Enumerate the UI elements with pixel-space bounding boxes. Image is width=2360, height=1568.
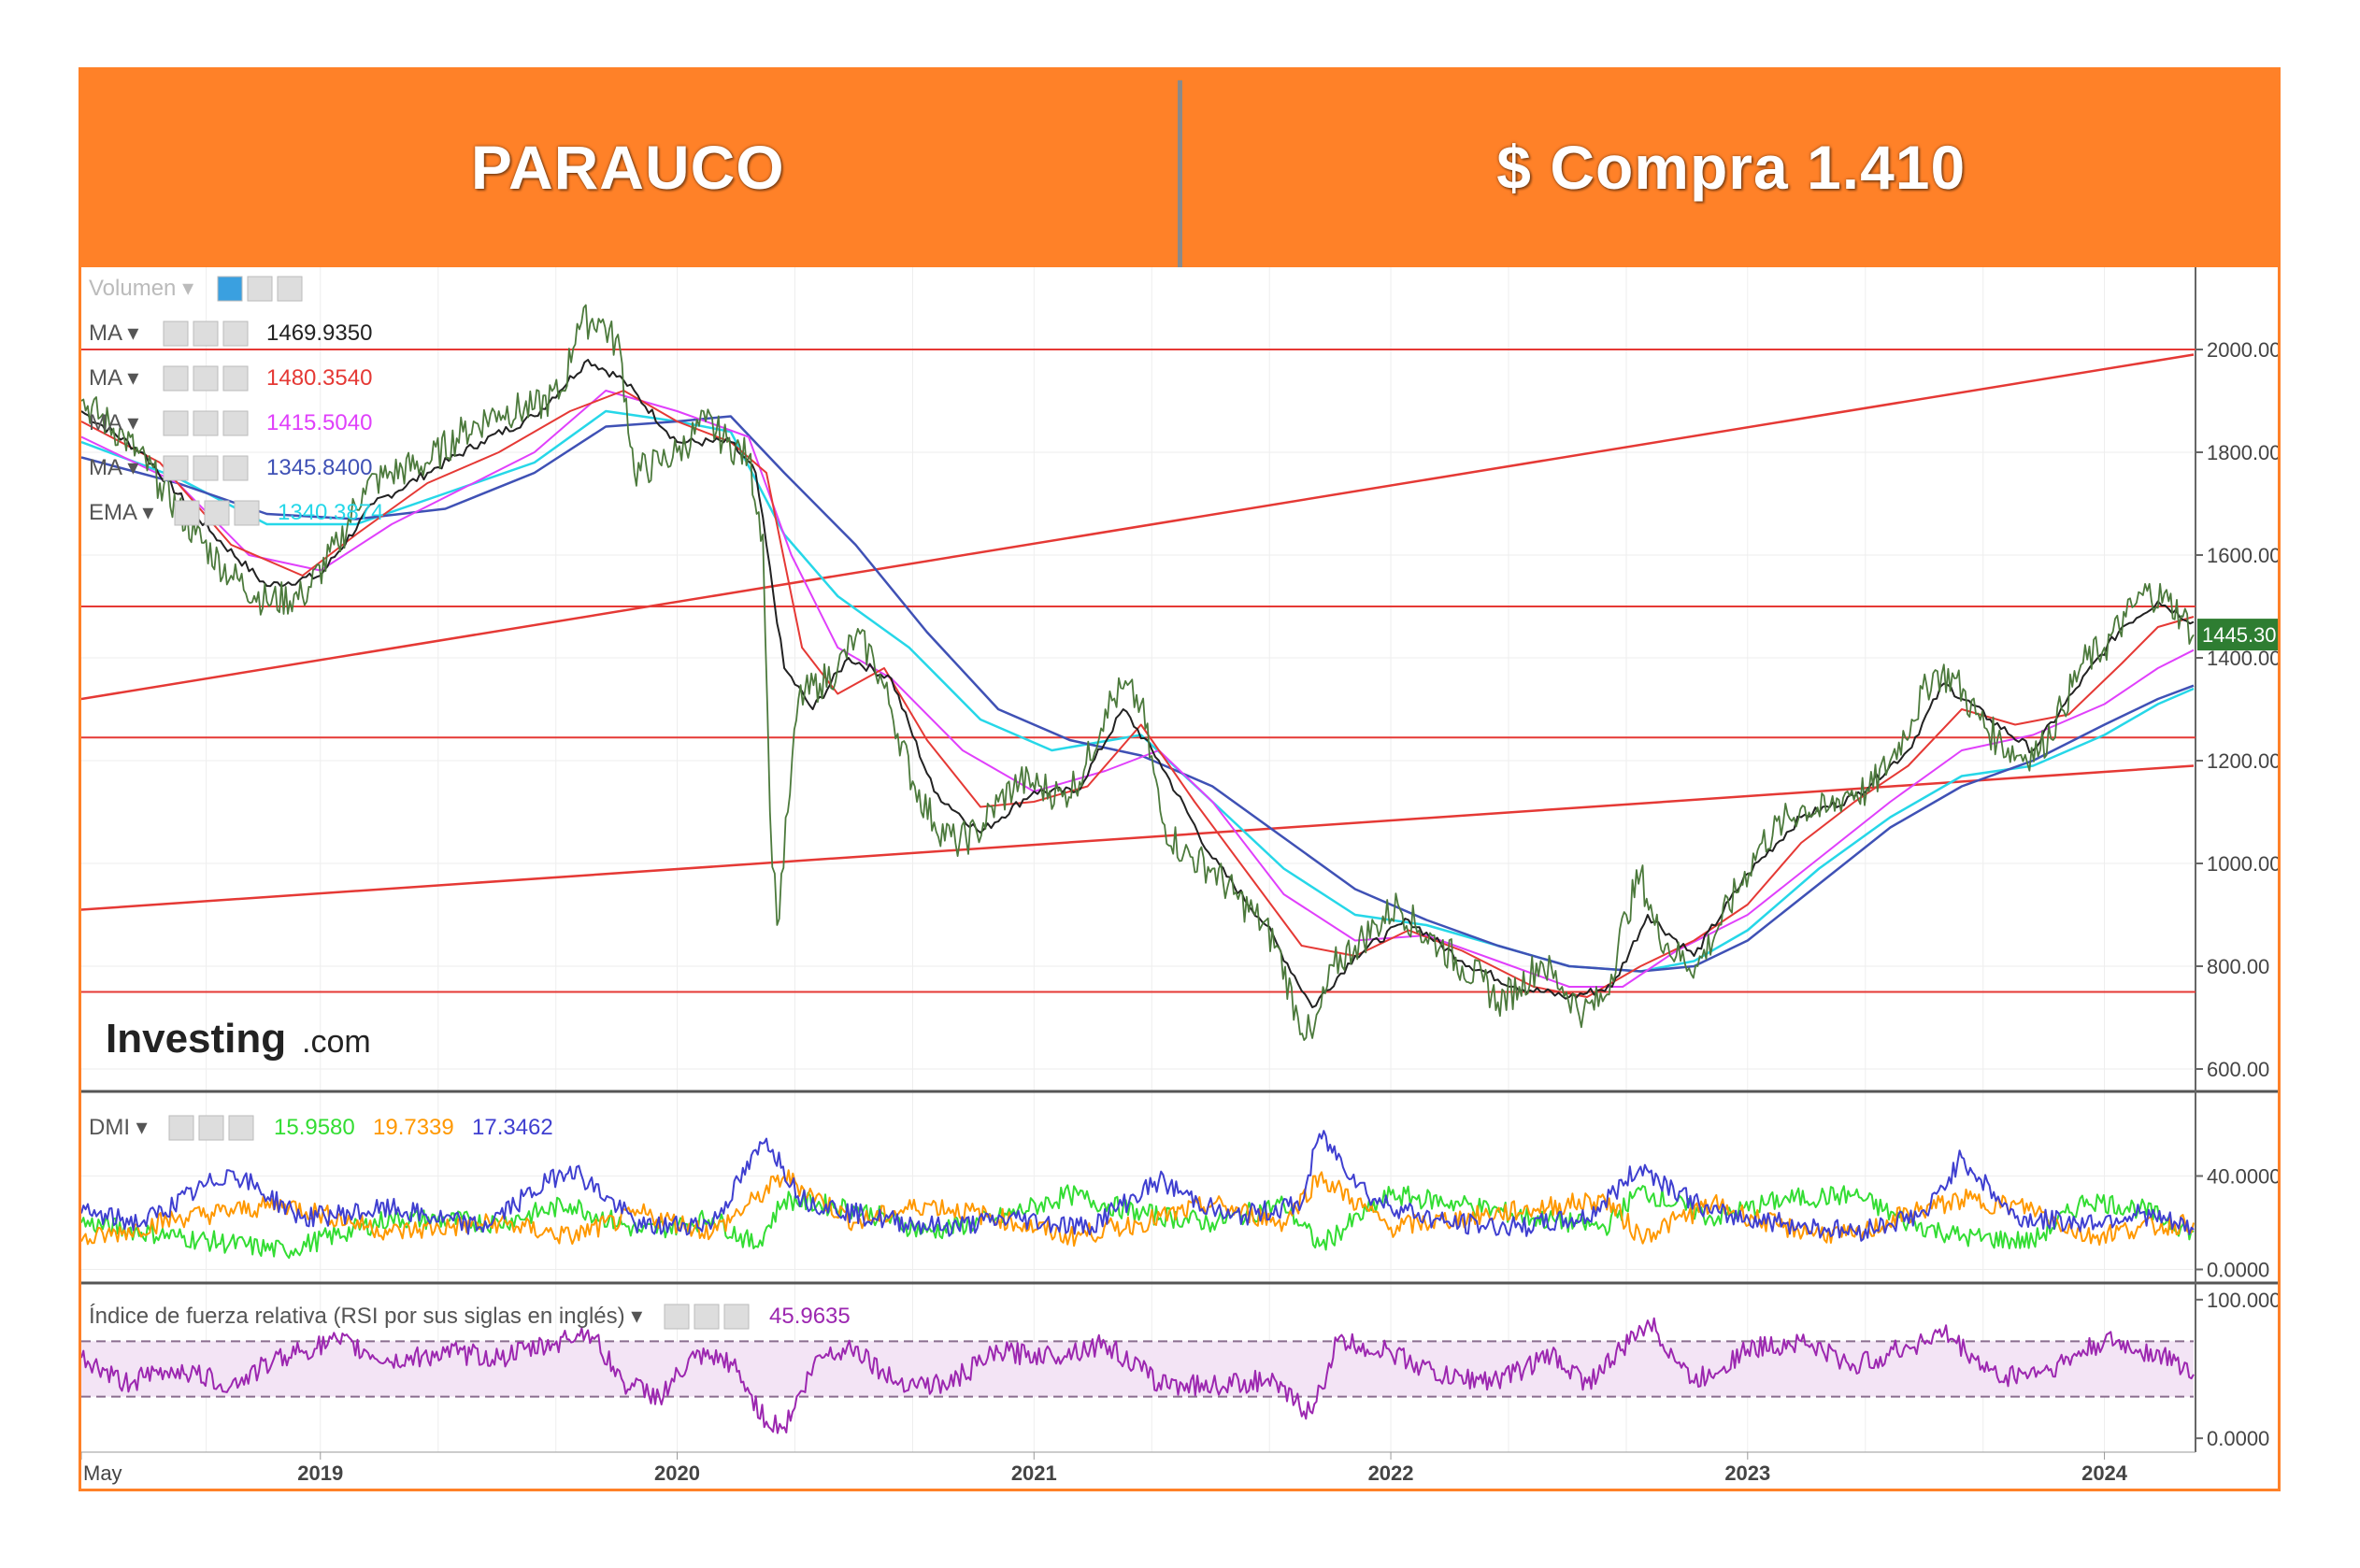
- legend-control-button: [723, 1304, 750, 1330]
- rsi-axis-tick-label: 100.0000: [2207, 1289, 2278, 1312]
- ma2-line: [80, 390, 2195, 998]
- price-axis-tick-label: 1200.00: [2207, 749, 2278, 773]
- x-axis-tick-label: 2024: [2081, 1461, 2128, 1485]
- legend-label: MA ▾: [89, 455, 138, 480]
- legend-control-button: [228, 1115, 254, 1141]
- ma4-line: [80, 415, 2195, 973]
- legend-control-button: [204, 500, 230, 526]
- legend-control-button: [664, 1304, 690, 1330]
- legend-control-button: [163, 321, 189, 347]
- last-price-tag: [2197, 619, 2278, 651]
- x-axis-tick-label: 2020: [654, 1461, 700, 1485]
- dmi-value-dmi_minus: 19.7339: [373, 1115, 454, 1140]
- dmi-value-adx: 17.3462: [472, 1115, 553, 1140]
- legend-control-button: [217, 276, 243, 302]
- price-line: [80, 304, 2195, 1041]
- price-axis-tick-label: 1800.00: [2207, 441, 2278, 464]
- buy-signal-label: $ Compra 1.410: [1496, 133, 1967, 202]
- legend-control-button: [193, 455, 219, 481]
- legend-value: 1469.9350: [266, 321, 372, 346]
- ticker-title: PARAUCO: [470, 133, 785, 202]
- price-axis-tick-label: 1400.00: [2207, 647, 2278, 670]
- legend-control-button: [168, 1115, 194, 1141]
- legend-value: 1480.3540: [266, 365, 372, 391]
- price-axis-tick-label: 2000.00: [2207, 338, 2278, 362]
- investing-logo-suffix: .com: [302, 1024, 371, 1060]
- legend-label: Volumen ▾: [89, 276, 193, 301]
- trend-line: [80, 764, 2195, 911]
- legend-label: MA ▾: [89, 321, 138, 346]
- rsi-axis-tick-label: 0.0000: [2207, 1427, 2269, 1450]
- legend-value: 1340.3874: [278, 500, 383, 525]
- rsi-band: [81, 1341, 2194, 1397]
- legend-control-button: [222, 321, 249, 347]
- dmi-axis-tick-label: 0.0000: [2207, 1259, 2269, 1282]
- chart-frame: 2000.00 1800.00 1600.00 1400.00 1200.00 1000.…: [79, 267, 2293, 1491]
- legend-control-button: [234, 500, 260, 526]
- legend-control-button: [193, 410, 219, 436]
- x-axis-tick-label: 2019: [297, 1461, 343, 1485]
- header-divider: [1177, 80, 1182, 267]
- legend-value: 1345.8400: [266, 455, 372, 480]
- legend-label: EMA ▾: [89, 500, 153, 525]
- price-axis-tick-label: 800.00: [2207, 955, 2269, 978]
- legend-control-button: [247, 276, 273, 302]
- legend-control-button: [222, 410, 249, 436]
- x-axis-tick-label: 2022: [1368, 1461, 1414, 1485]
- trend-line: [80, 353, 2195, 701]
- adx-line: [80, 1130, 2195, 1242]
- legend-control-button: [163, 455, 189, 481]
- investing-logo-text: Investing: [106, 1016, 286, 1062]
- stock-chart[interactable]: 2000.00 1800.00 1600.00 1400.00 1200.00 1000.…: [80, 267, 2293, 1489]
- dmi-value-dmi_plus: 15.9580: [274, 1115, 355, 1140]
- legend-label: MA ▾: [89, 410, 138, 435]
- price-axis-tick-label: 600.00: [2207, 1058, 2269, 1081]
- legend-control-button: [694, 1304, 720, 1330]
- dmi-label: DMI ▾: [89, 1115, 148, 1140]
- legend-control-button: [277, 276, 303, 302]
- price-axis-tick-label: 1600.00: [2207, 544, 2278, 567]
- rsi-value: 45.9635: [769, 1304, 851, 1329]
- x-axis-tick-label: May: [83, 1461, 122, 1485]
- chart-header: PARAUCO $ Compra 1.410: [79, 67, 2281, 267]
- legend-label: MA ▾: [89, 365, 138, 391]
- legend-control-button: [174, 500, 200, 526]
- legend-control-button: [222, 455, 249, 481]
- chart-background: [81, 267, 2278, 1489]
- legend-control-button: [193, 365, 219, 392]
- price-axis-tick-label: 1000.00: [2207, 852, 2278, 876]
- legend-control-button: [163, 365, 189, 392]
- rsi-line: [80, 1317, 2195, 1434]
- legend-control-button: [163, 410, 189, 436]
- legend-control-button: [193, 321, 219, 347]
- rsi-label: Índice de fuerza relativa (RSI por sus s…: [89, 1304, 642, 1329]
- legend-value: 1415.5040: [266, 410, 372, 435]
- x-axis-tick-label: 2023: [1724, 1461, 1770, 1485]
- legend-control-button: [198, 1115, 224, 1141]
- x-axis-tick-label: 2021: [1011, 1461, 1057, 1485]
- dmi-axis-tick-label: 40.0000: [2207, 1165, 2278, 1189]
- last-price-label: 1445.30: [2202, 623, 2277, 647]
- legend-control-button: [222, 365, 249, 392]
